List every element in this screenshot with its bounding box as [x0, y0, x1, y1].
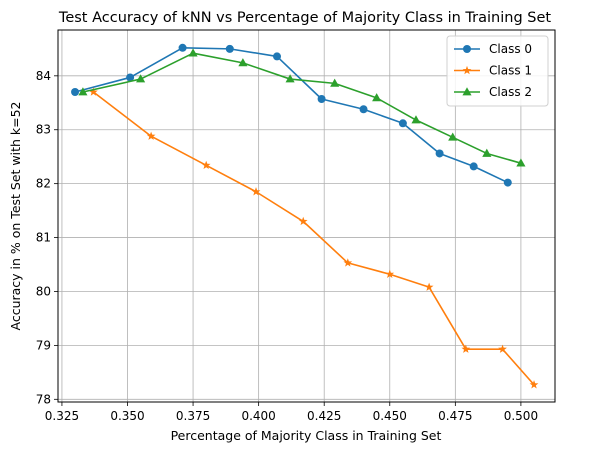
data-point	[71, 88, 80, 96]
data-point	[372, 93, 382, 102]
data-point	[448, 132, 458, 141]
x-tick-label: 0.500	[504, 409, 538, 423]
data-point	[343, 258, 353, 267]
legend-label: Class 1	[489, 64, 532, 78]
data-point	[398, 119, 407, 128]
data-point	[330, 78, 340, 87]
series-class-1	[89, 87, 539, 389]
y-tick-label: 82	[36, 177, 51, 191]
legend-box	[446, 35, 549, 107]
x-tick-label: 0.350	[110, 409, 144, 423]
data-point	[359, 105, 368, 114]
x-axis: 0.325 0.350 0.375 0.400 0.425 0.450 0.475 0.500	[45, 402, 538, 423]
legend: Class 0 Class 1 Class 2	[446, 35, 549, 107]
x-tick-label: 0.325	[45, 409, 79, 423]
data-point	[201, 160, 211, 170]
y-tick-label: 79	[36, 338, 51, 352]
plot-frame	[57, 29, 556, 403]
data-point	[462, 65, 472, 75]
x-axis-label: Percentage of Majority Class in Training…	[171, 428, 442, 443]
data-point	[317, 95, 326, 104]
data-point	[188, 48, 198, 57]
x-tick-label: 0.375	[176, 409, 210, 423]
y-tick-label: 80	[36, 284, 51, 298]
data-point	[136, 74, 146, 83]
legend-item-class-1: Class 1	[454, 64, 532, 78]
data-point	[463, 45, 471, 53]
x-tick-label: 0.400	[241, 409, 275, 423]
data-point	[238, 58, 248, 67]
data-point	[461, 344, 471, 353]
y-tick-label: 83	[36, 123, 51, 137]
series-class-0	[71, 43, 512, 187]
data-point	[285, 74, 295, 83]
series-class-2	[78, 48, 526, 167]
x-tick-label: 0.475	[438, 409, 472, 423]
data-point	[435, 149, 444, 158]
data-point	[516, 158, 526, 167]
legend-item-class-0: Class 0	[454, 42, 532, 56]
y-axis: 78 79 80 81 82 83 84	[36, 69, 58, 406]
legend-label: Class 2	[489, 85, 532, 99]
data-point	[225, 44, 234, 53]
data-point	[411, 115, 421, 124]
data-point	[498, 344, 507, 353]
series-layer	[71, 43, 539, 389]
data-point	[126, 73, 135, 82]
data-point	[298, 216, 308, 226]
data-point	[272, 52, 281, 61]
legend-item-class-2: Class 2	[454, 85, 532, 99]
data-point	[178, 43, 187, 52]
y-axis-label: Accuracy in % on Test Set with k=52	[8, 101, 23, 330]
data-point	[251, 187, 261, 196]
data-point	[146, 131, 156, 140]
chart-title: Test Accuracy of kNN vs Percentage of Ma…	[58, 10, 551, 26]
y-tick-label: 84	[36, 69, 51, 83]
data-point	[482, 148, 492, 157]
data-point	[385, 269, 395, 278]
y-tick-label: 81	[36, 231, 51, 245]
data-point	[462, 87, 472, 96]
legend-label: Class 0	[489, 42, 532, 56]
x-tick-label: 0.425	[307, 409, 341, 423]
data-point	[89, 87, 98, 96]
data-point	[78, 87, 88, 96]
data-point	[529, 380, 539, 389]
y-tick-label: 78	[36, 392, 51, 406]
data-point	[503, 178, 512, 187]
data-point	[469, 162, 478, 171]
x-tick-label: 0.450	[373, 409, 407, 423]
data-point	[424, 282, 434, 291]
